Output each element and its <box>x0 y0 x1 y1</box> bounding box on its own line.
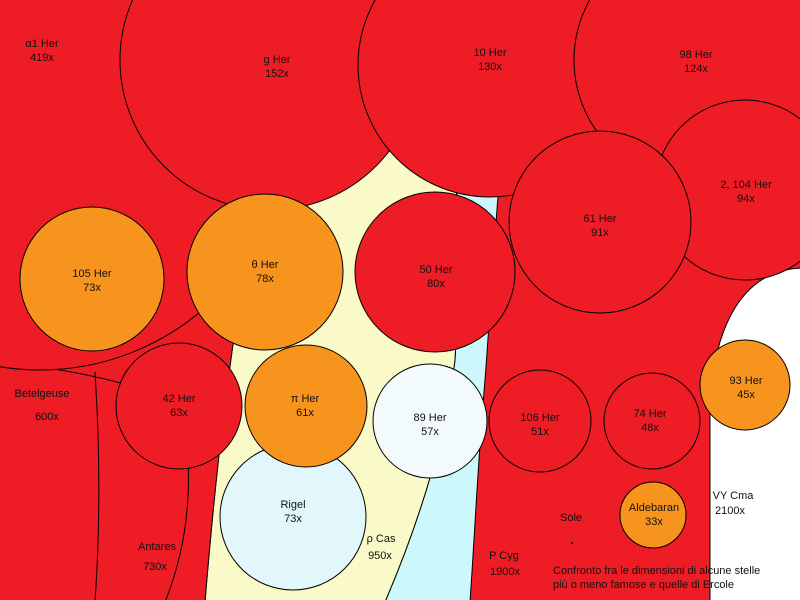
rho-cas-size: 950x <box>368 550 392 562</box>
42-her-name: 42 Her <box>162 393 195 405</box>
50-her-disc <box>354 191 516 353</box>
vy-cma-size: 2100x <box>715 505 745 517</box>
p-cyg-name: P Cyg <box>489 550 519 562</box>
aldebaran-size: 33x <box>645 516 663 528</box>
alpha1-her-name: α1 Her <box>25 38 59 50</box>
50-her-size: 80x <box>427 278 445 290</box>
10-her-name: 10 Her <box>473 47 506 59</box>
89-her-name: 89 Her <box>413 412 446 424</box>
rho-cas-name: ρ Cas <box>367 533 396 545</box>
93-her-size: 45x <box>737 389 755 401</box>
pi-her-size: 61x <box>296 407 314 419</box>
93-her-name: 93 Her <box>729 375 762 387</box>
106-her-name: 106 Her <box>520 412 559 424</box>
vy-cma-name: VY Cma <box>713 490 755 502</box>
106-her-size: 51x <box>531 426 549 438</box>
105-her-disc <box>19 206 165 352</box>
aldebaran-disc <box>619 481 687 549</box>
42-her-disc <box>115 342 243 470</box>
antares-size: 730x <box>143 561 167 573</box>
theta-her-size: 78x <box>256 273 274 285</box>
105-her-name: 105 Her <box>72 268 111 280</box>
theta-her-disc <box>186 193 344 351</box>
theta-her-name: θ Her <box>252 259 279 271</box>
rigel-size: 73x <box>284 513 302 525</box>
p-cyg-size: 1900x <box>490 566 520 578</box>
74-her-disc <box>603 372 701 470</box>
rigel-name: Rigel <box>280 499 305 511</box>
61-her-name: 61 Her <box>583 213 616 225</box>
g-her-name: g Her <box>264 54 291 66</box>
2-104-her-size: 94x <box>737 193 755 205</box>
betelgeuse-edge <box>94 371 100 600</box>
98-her-name: 98 Her <box>679 49 712 61</box>
g-her-size: 152x <box>265 68 289 80</box>
98-her-size: 124x <box>684 63 708 75</box>
pi-her-disc <box>244 344 368 468</box>
105-her-size: 73x <box>83 282 101 294</box>
sole-name: Sole <box>560 512 582 524</box>
61-her-disc <box>508 130 692 314</box>
89-her-disc <box>372 363 488 479</box>
42-her-size: 63x <box>170 407 188 419</box>
betelgeuse-size: 600x <box>35 411 59 423</box>
89-her-size: 57x <box>421 426 439 438</box>
caption-line-2: più o meno famose e quelle di Ercole <box>553 579 734 591</box>
10-her-size: 130x <box>478 61 502 73</box>
sole-disc <box>571 542 573 544</box>
74-her-size: 48x <box>641 422 659 434</box>
74-her-name: 74 Her <box>633 408 666 420</box>
caption-line-1: Confronto fra le dimensioni di alcune st… <box>553 565 760 577</box>
antares-name: Antares <box>138 541 176 553</box>
pi-her-name: π Her <box>291 393 320 405</box>
50-her-name: 50 Her <box>419 264 452 276</box>
93-her-disc <box>699 339 791 431</box>
2-104-her-name: 2, 104 Her <box>720 179 772 191</box>
aldebaran-name: Aldebaran <box>629 502 679 514</box>
106-her-disc <box>488 369 592 473</box>
alpha1-her-size: 419x <box>30 52 54 64</box>
61-her-size: 91x <box>591 227 609 239</box>
betelgeuse-name: Betelgeuse <box>14 388 69 400</box>
